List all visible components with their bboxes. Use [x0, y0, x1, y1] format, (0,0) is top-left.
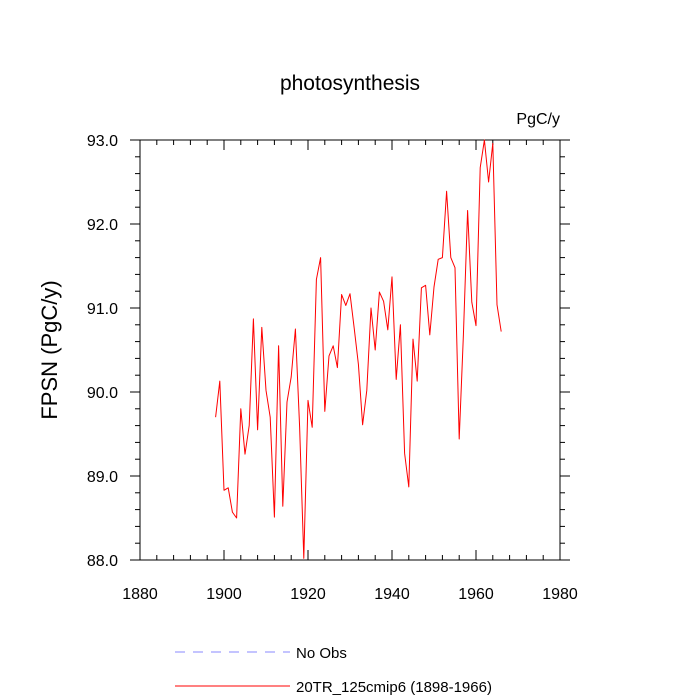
units-label: PgC/y: [516, 111, 560, 128]
y-axis-label: FPSN (PgC/y): [37, 280, 62, 419]
series-group: [215, 139, 502, 559]
legend-label-series: 20TR_125cmip6 (1898-1966): [296, 679, 492, 696]
x-tick-label: 1900: [206, 586, 242, 603]
chart-title: photosynthesis: [280, 72, 420, 95]
x-tick-label: 1920: [290, 586, 326, 603]
axis-ticks: [130, 139, 570, 561]
y-tick-label: 90.0: [87, 385, 118, 402]
y-tick-label: 93.0: [87, 133, 118, 150]
axis-tick-labels: 1880 1900 1920 1940 1960 1980 88.0 89.0 90.0 91.0…: [87, 133, 578, 603]
legend: No Obs 20TR_125cmip6 (1898-1966): [175, 645, 492, 696]
x-tick-label: 1880: [122, 586, 158, 603]
x-tick-label: 1960: [458, 586, 494, 603]
y-tick-label: 89.0: [87, 469, 118, 486]
x-tick-label: 1940: [374, 586, 410, 603]
legend-label-no-obs: No Obs: [296, 645, 347, 662]
x-tick-label: 1980: [542, 586, 578, 603]
y-tick-label: 92.0: [87, 217, 118, 234]
plot-frame: [139, 139, 561, 561]
y-tick-label: 88.0: [87, 553, 118, 570]
y-tick-label: 91.0: [87, 301, 118, 318]
series-line: [215, 139, 502, 559]
